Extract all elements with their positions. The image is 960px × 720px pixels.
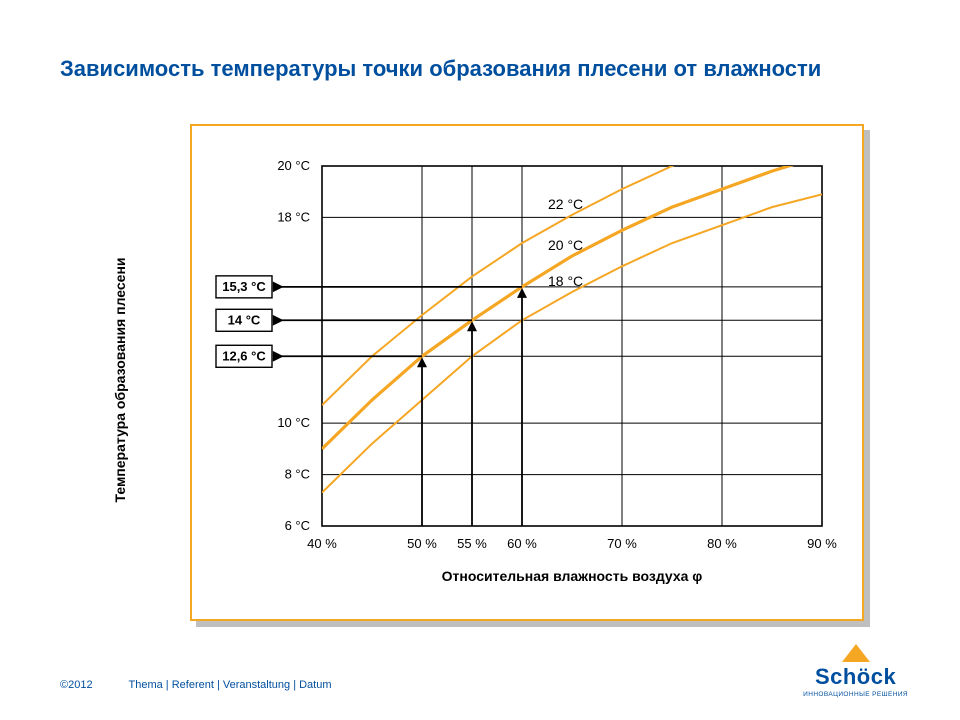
logo-word: Schöck xyxy=(803,664,908,690)
chart-frame: 40 % 50 % 55 % 60 % 70 % 80 % 90 % 6 °C 8 °C 10 °… xyxy=(190,124,864,621)
footer: ©2012 Thema | Referent | Veranstaltung |… xyxy=(60,679,332,691)
svg-text:20 °C: 20 °C xyxy=(548,237,583,253)
chart-svg: 40 % 50 % 55 % 60 % 70 % 80 % 90 % 6 °C 8 °C 10 °… xyxy=(192,126,862,619)
svg-text:12,6 °C: 12,6 °C xyxy=(222,348,266,363)
svg-text:90 %: 90 % xyxy=(807,536,837,551)
svg-text:15,3 °C: 15,3 °C xyxy=(222,279,266,294)
svg-text:55 %: 55 % xyxy=(457,536,487,551)
svg-text:40 %: 40 % xyxy=(307,536,337,551)
svg-text:22 °C: 22 °C xyxy=(548,196,583,212)
svg-text:70 %: 70 % xyxy=(607,536,637,551)
logo-tagline: ИННОВАЦИОННЫЕ РЕШЕНИЯ xyxy=(803,691,908,698)
svg-text:80 %: 80 % xyxy=(707,536,737,551)
footer-meta: Thema | Referent | Veranstaltung | Datum xyxy=(129,679,332,691)
svg-text:18 °C: 18 °C xyxy=(548,273,583,289)
svg-text:60 %: 60 % xyxy=(507,536,537,551)
svg-text:14 °C: 14 °C xyxy=(228,312,261,327)
svg-text:18 °C: 18 °C xyxy=(277,209,310,224)
y-axis-title: Температура образования плесени xyxy=(112,257,128,502)
svg-text:6 °C: 6 °C xyxy=(285,518,310,533)
svg-text:Относительная влажность воздух: Относительная влажность воздуха φ xyxy=(442,568,703,584)
svg-text:20 °C: 20 °C xyxy=(277,158,310,173)
svg-text:8 °C: 8 °C xyxy=(285,467,310,482)
footer-copyright: ©2012 xyxy=(60,679,93,691)
brand-logo: Schöck ИННОВАЦИОННЫЕ РЕШЕНИЯ xyxy=(803,644,908,698)
slide-title: Зависимость температуры точки образовани… xyxy=(60,55,900,83)
svg-text:10 °C: 10 °C xyxy=(277,415,310,430)
logo-diamond-icon xyxy=(842,644,870,662)
svg-text:50 %: 50 % xyxy=(407,536,437,551)
